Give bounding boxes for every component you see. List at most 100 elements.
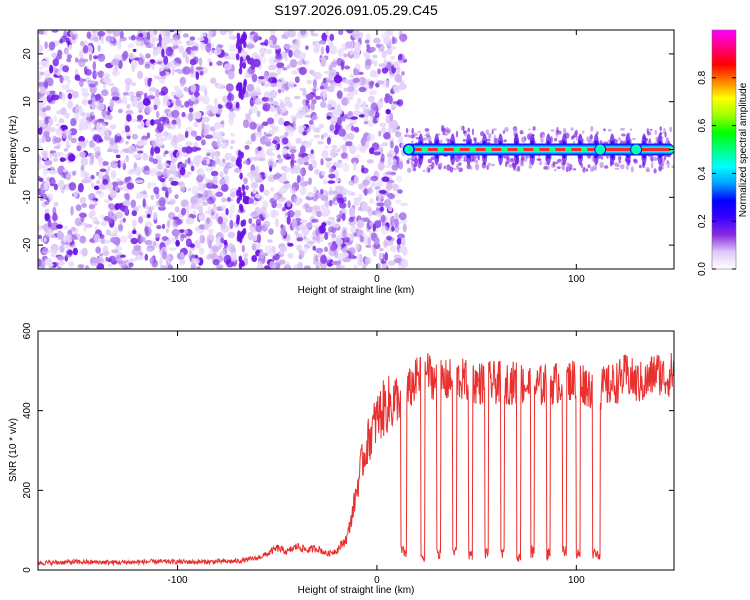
noise-blob	[162, 250, 167, 260]
noise-blob	[378, 63, 387, 68]
noise-blob	[211, 30, 217, 37]
noise-blob	[271, 200, 277, 209]
noise-blob	[181, 234, 187, 239]
noise-blob	[161, 186, 168, 192]
noise-blob	[389, 120, 398, 130]
noise-blob	[180, 104, 184, 108]
noise-blob	[143, 167, 151, 175]
noise-blob	[251, 223, 255, 227]
noise-blob	[246, 41, 255, 50]
noise-blob	[336, 218, 341, 223]
noise-blob	[381, 67, 389, 74]
noise-blob	[312, 88, 317, 94]
noise-blob	[97, 44, 101, 52]
noise-blob	[381, 176, 390, 182]
noise-blob	[67, 100, 74, 109]
noise-blob	[67, 249, 73, 256]
spectrogram-xlabel: Height of straight line (km)	[298, 285, 415, 296]
noise-blob	[347, 132, 355, 140]
noise-blob	[389, 245, 398, 253]
noise-blob	[283, 264, 292, 269]
noise-blob	[161, 48, 165, 58]
noise-blob	[333, 192, 338, 198]
noise-blob	[378, 43, 385, 53]
noise-blob	[119, 30, 124, 39]
noise-blob	[107, 263, 113, 267]
noise-blob	[325, 45, 330, 54]
noise-blob	[303, 161, 309, 166]
carrier-smear	[629, 128, 632, 131]
noise-blob	[78, 77, 84, 88]
carrier-smear	[651, 162, 654, 169]
spectrogram-ytick-label: -20	[22, 237, 33, 252]
noise-blob	[82, 45, 89, 54]
noise-blob	[202, 201, 208, 206]
noise-blob	[97, 156, 103, 163]
noise-streak	[238, 191, 243, 198]
noise-blob	[62, 92, 66, 102]
noise-blob	[267, 176, 272, 182]
noise-blob	[94, 221, 100, 225]
noise-blob	[297, 60, 303, 66]
noise-blob	[81, 91, 90, 97]
noise-blob	[132, 48, 137, 53]
noise-blob	[223, 56, 231, 60]
noise-blob	[191, 45, 199, 51]
noise-blob	[300, 219, 308, 224]
carrier-smear	[407, 167, 412, 173]
noise-blob	[131, 133, 139, 140]
noise-blob	[325, 163, 330, 169]
noise-blob	[380, 225, 389, 235]
noise-blob	[183, 86, 189, 92]
noise-blob	[295, 111, 304, 119]
carrier-smear	[455, 130, 459, 138]
noise-streak	[243, 78, 247, 86]
noise-blob	[275, 81, 283, 88]
noise-blob	[93, 146, 101, 152]
noise-blob	[101, 55, 105, 62]
noise-blob	[211, 205, 218, 212]
noise-blob	[142, 152, 149, 161]
noise-blob	[40, 165, 46, 169]
noise-blob	[223, 174, 230, 185]
noise-blob	[270, 187, 275, 192]
carrier-smear	[411, 127, 415, 135]
noise-blob	[131, 210, 137, 217]
noise-blob	[206, 238, 212, 246]
noise-blob	[266, 117, 275, 125]
noise-blob	[38, 225, 43, 231]
carrier-smear	[575, 136, 579, 141]
noise-blob	[243, 73, 251, 79]
snr-axes: -100 0 100 0 200 400 600	[22, 322, 674, 586]
noise-blob	[179, 83, 185, 88]
noise-blob	[367, 208, 374, 217]
carrier-smear	[512, 164, 516, 170]
noise-blob	[268, 160, 274, 168]
noise-blob	[38, 108, 43, 117]
noise-blob	[85, 223, 93, 228]
carrier-smear	[557, 158, 562, 163]
noise-blob	[131, 34, 136, 41]
noise-blob	[210, 170, 219, 177]
noise-blob	[321, 212, 327, 218]
noise-blob	[214, 122, 222, 130]
noise-blob	[330, 233, 337, 238]
noise-blob	[311, 218, 319, 223]
noise-blob	[352, 161, 357, 171]
colorbar-ticks: 0.0 0.2 0.4 0.6 0.8	[697, 70, 736, 276]
noise-blob	[122, 200, 131, 207]
carrier-smear	[616, 163, 620, 168]
noise-blob	[342, 252, 349, 258]
noise-blob	[108, 203, 115, 210]
noise-blob	[224, 241, 229, 249]
carrier-smear	[424, 128, 430, 132]
colorbar-tick-label: 0.8	[697, 70, 708, 84]
noise-blob	[228, 117, 234, 126]
noise-blob	[245, 113, 251, 120]
noise-blob	[286, 64, 291, 69]
noise-blob	[135, 179, 144, 184]
noise-blob	[328, 216, 335, 221]
noise-blob	[389, 112, 394, 123]
noise-blob	[311, 115, 319, 121]
noise-blob	[141, 214, 146, 218]
